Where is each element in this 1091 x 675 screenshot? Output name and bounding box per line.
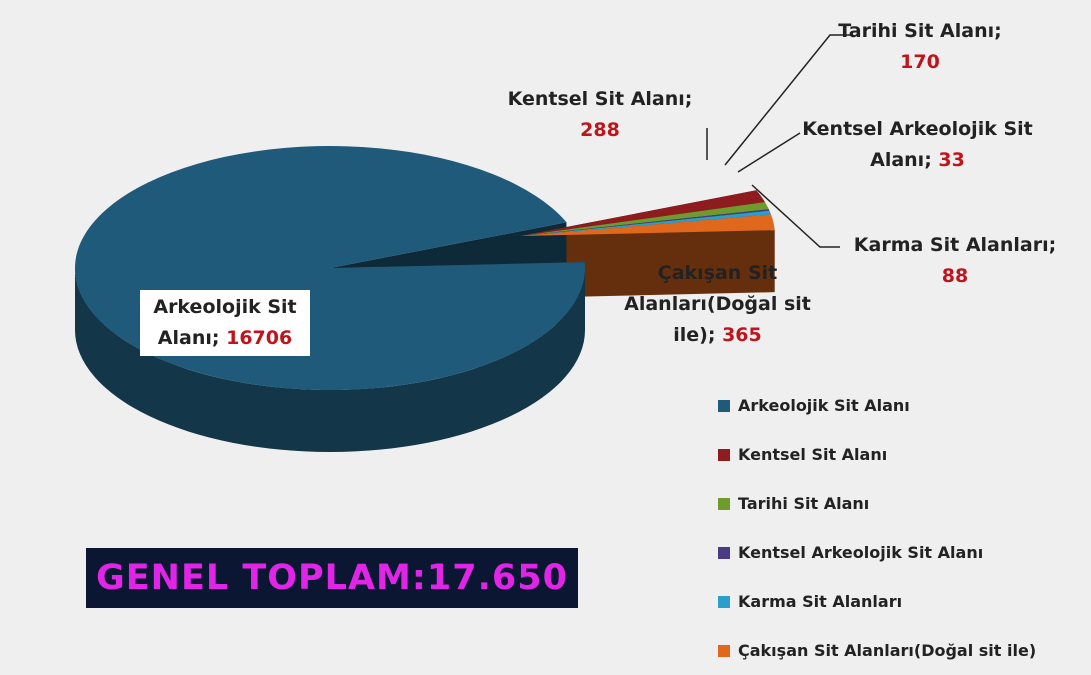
outer-walls [75, 268, 585, 452]
leader-lines [706, 34, 850, 248]
legend-item: Çakışan Sit Alanları(Doğal sit ile) [718, 641, 1036, 660]
slice-outer-wall [75, 268, 585, 452]
data-label-value: 170 [900, 51, 940, 73]
leader-line [724, 34, 850, 166]
data-label-name: Arkeolojik Sit Alanı [153, 296, 297, 349]
data-label-name: Kentsel Arkeolojik Sit Alanı [802, 118, 1033, 171]
data-label-separator: ; [924, 149, 932, 171]
data-label-value: 365 [722, 324, 762, 346]
data-label-separator: ; [684, 88, 693, 110]
legend-label: Arkeolojik Sit Alanı [738, 396, 910, 415]
data-label-separator: ; [994, 20, 1002, 42]
legend-label: Çakışan Sit Alanları(Doğal sit ile) [738, 641, 1037, 660]
legend-item: Arkeolojik Sit Alanı [718, 396, 910, 415]
legend-label: Karma Sit Alanları [738, 592, 903, 611]
legend-swatch [718, 546, 730, 559]
data-label-name: Kentsel Sit Alanı [507, 88, 685, 110]
slice [520, 214, 775, 236]
leader-line [737, 132, 801, 173]
legend-item: Kentsel Arkeolojik Sit Alanı [718, 543, 983, 562]
data-label: Arkeolojik Sit Alanı; 16706 [140, 290, 310, 356]
slice [520, 190, 765, 236]
legend-label: Kentsel Sit Alanı [738, 445, 888, 464]
data-label-value: 33 [938, 149, 965, 171]
data-label-value: 88 [941, 265, 969, 287]
data-label-separator: ; [1048, 234, 1057, 256]
legend-swatch [718, 448, 730, 461]
data-label-separator: ; [707, 324, 716, 346]
data-label: Tarihi Sit Alanı; 170 [830, 16, 1010, 78]
data-label: Kentsel Arkeolojik Sit Alanı; 33 [800, 114, 1035, 176]
legend-label: Tarihi Sit Alanı [738, 494, 870, 513]
data-label-name: Çakışan Sit Alanları(Doğal sit ile) [624, 262, 811, 346]
total-label: GENEL TOPLAM:17.650 [86, 548, 578, 608]
slice [520, 202, 769, 236]
slice [520, 210, 771, 236]
slice [520, 209, 770, 236]
leader-line [751, 184, 840, 248]
data-label-name: Tarihi Sit Alanı [838, 20, 995, 42]
legend-swatch [718, 595, 730, 608]
legend-item: Tarihi Sit Alanı [718, 494, 869, 513]
data-label-separator: ; [211, 327, 220, 349]
data-label: Karma Sit Alanları; 88 [840, 230, 1070, 292]
legend-swatch [718, 497, 730, 510]
data-label: Kentsel Sit Alanı; 288 [500, 84, 700, 146]
data-label-value: 16706 [226, 327, 293, 349]
data-label-value: 288 [580, 119, 620, 141]
data-label: Çakışan Sit Alanları(Doğal sit ile); 365 [620, 258, 815, 351]
legend-item: Kentsel Sit Alanı [718, 445, 887, 464]
legend-item: Karma Sit Alanları [718, 592, 902, 611]
legend-label: Kentsel Arkeolojik Sit Alanı [738, 543, 984, 562]
legend-swatch [718, 399, 730, 412]
data-label-name: Karma Sit Alanları [853, 234, 1049, 256]
legend-swatch [718, 644, 730, 657]
